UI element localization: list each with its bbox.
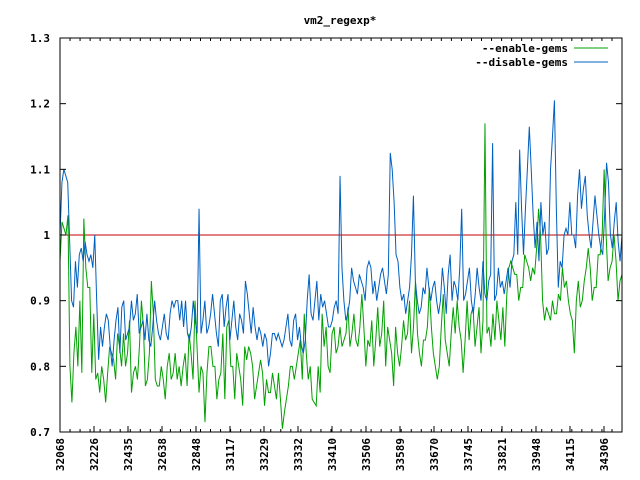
x-tick-label: 33948	[530, 438, 543, 471]
x-tick-label: 33410	[326, 438, 339, 471]
x-tick-label: 33589	[394, 438, 407, 471]
legend-label-disable-gems: --disable-gems	[475, 56, 568, 69]
x-tick-label: 33332	[292, 438, 305, 471]
y-tick-label: 1	[43, 229, 50, 242]
x-tick-label: 32068	[54, 438, 67, 471]
legend: --enable-gems --disable-gems	[475, 42, 608, 69]
y-tick-label: 1.1	[30, 163, 50, 176]
x-tick-label: 33670	[428, 438, 441, 471]
x-tick-label: 32848	[190, 438, 203, 471]
x-tick-label: 32638	[156, 438, 169, 471]
series-line-disable-gems	[59, 100, 623, 367]
x-tick-label: 33229	[258, 438, 271, 471]
x-tick-label: 32435	[122, 438, 135, 471]
y-tick-label: 0.9	[30, 295, 50, 308]
y-tick-label: 1.2	[30, 98, 50, 111]
plot-area: 0.7 0.8 0.9 1 1.1 1.2 1.3 32068 32226 32435 32638 3…	[30, 32, 623, 471]
series-line-enable-gems	[59, 123, 623, 429]
y-tick-label: 1.3	[30, 32, 50, 45]
x-tick-label: 33745	[462, 438, 475, 471]
legend-label-enable-gems: --enable-gems	[482, 42, 568, 55]
y-tick-label: 0.7	[30, 426, 50, 439]
x-tick-label: 32226	[88, 438, 101, 471]
x-tick-label: 33506	[360, 438, 373, 471]
y-tick-label: 0.8	[30, 360, 50, 373]
x-tick-label: 34115	[564, 438, 577, 471]
x-tick-label: 33821	[496, 438, 509, 471]
chart-title: vm2_regexp*	[304, 14, 377, 27]
x-tick-label: 33117	[224, 438, 237, 471]
x-tick-label: 34306	[598, 438, 611, 471]
